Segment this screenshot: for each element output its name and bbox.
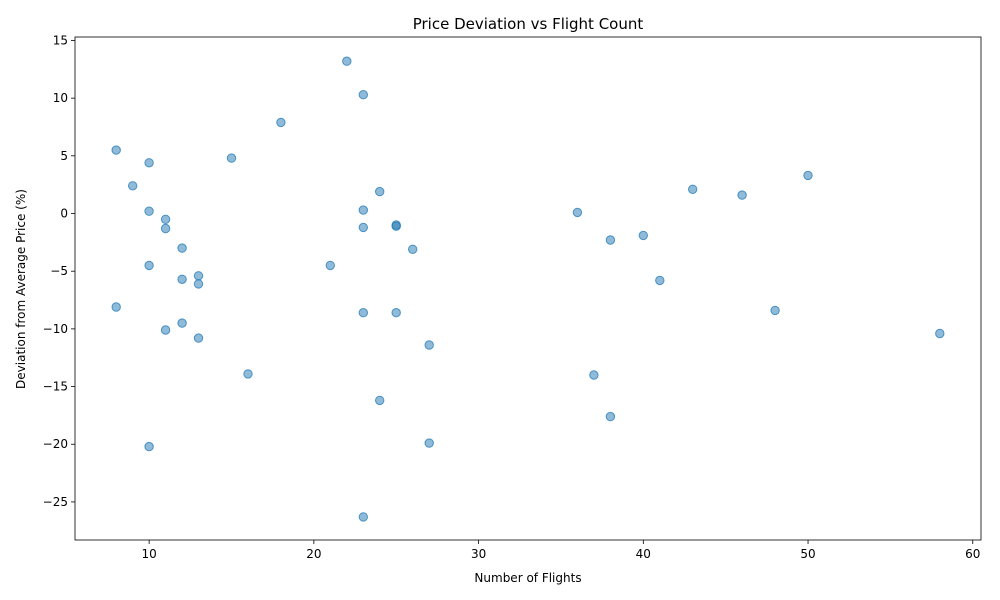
data-point-43 [424, 438, 434, 448]
data-point-28 [193, 279, 204, 289]
data-point-12 [144, 206, 154, 216]
data-point-19 [391, 221, 401, 231]
data-point-16 [160, 223, 171, 234]
data-point-45 [358, 512, 368, 522]
y-tick-label: −15 [43, 380, 68, 394]
data-point-3 [276, 117, 286, 128]
data-point-32 [391, 308, 401, 318]
data-point-35 [160, 325, 171, 335]
data-point-34 [177, 318, 187, 328]
data-point-10 [688, 184, 698, 195]
x-tick-label: 50 [800, 547, 815, 561]
data-point-23 [408, 244, 418, 255]
data-point-25 [325, 260, 335, 271]
y-tick-label: −20 [43, 437, 68, 451]
data-point-31 [358, 308, 368, 318]
x-tick-label: 30 [471, 547, 486, 561]
data-point-41 [375, 395, 385, 406]
y-tick-label: −5 [50, 264, 68, 278]
data-point-17 [358, 222, 368, 233]
data-point-7 [128, 181, 138, 191]
data-points [111, 56, 945, 522]
y-tick-label: 10 [53, 91, 68, 105]
data-point-42 [605, 411, 616, 422]
y-axis-ticks: −25 −20 −15 −10 −5 0 5 10 15 [43, 33, 75, 509]
data-point-40 [589, 370, 599, 380]
x-axis-label: Number of Flights [474, 571, 581, 585]
data-point-27 [177, 274, 187, 284]
data-point-24 [144, 260, 154, 271]
data-point-13 [358, 205, 368, 215]
data-point-2 [358, 90, 368, 100]
y-tick-label: −25 [43, 495, 68, 509]
x-tick-label: 60 [965, 547, 980, 561]
data-point-36 [193, 333, 204, 343]
data-point-29 [655, 275, 665, 286]
data-point-11 [737, 190, 747, 200]
data-point-37 [935, 328, 945, 339]
data-point-4 [111, 145, 121, 155]
data-point-22 [177, 243, 187, 253]
data-point-20 [638, 230, 648, 241]
data-point-8 [375, 186, 385, 197]
data-point-15 [160, 214, 171, 225]
y-tick-label: 0 [60, 207, 68, 221]
chart-title: Price Deviation vs Flight Count [413, 15, 644, 33]
data-point-9 [803, 170, 813, 181]
data-point-38 [424, 340, 434, 350]
y-tick-label: −10 [43, 322, 68, 336]
data-point-39 [243, 369, 253, 379]
data-point-5 [226, 153, 237, 163]
x-tick-label: 10 [141, 547, 156, 561]
data-point-26 [193, 271, 204, 281]
data-point-1 [342, 56, 352, 66]
data-point-33 [770, 305, 780, 316]
y-tick-label: 5 [60, 149, 68, 163]
data-point-21 [605, 235, 616, 245]
data-point-14 [572, 207, 583, 218]
x-tick-label: 20 [306, 547, 321, 561]
data-point-6 [144, 158, 154, 168]
data-point-44 [144, 441, 154, 452]
x-tick-label: 40 [636, 547, 651, 561]
plot-frame [74, 36, 982, 541]
y-tick-label: 15 [53, 33, 68, 47]
y-axis-label: Deviation from Average Price (%) [14, 189, 28, 389]
x-axis-ticks: 10 20 30 40 50 60 [141, 540, 980, 561]
data-point-30 [111, 302, 121, 312]
